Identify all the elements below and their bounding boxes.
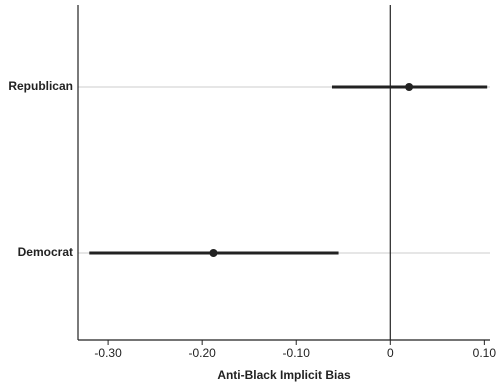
x-tick-label: -0.30	[94, 346, 122, 360]
x-axis-label: Anti-Black Implicit Bias	[217, 368, 351, 382]
y-tick-label: Republican	[8, 79, 73, 93]
x-tick-label: -0.20	[188, 346, 216, 360]
x-tick-label: -0.10	[283, 346, 311, 360]
point-estimate	[405, 83, 414, 91]
x-tick-label: 0	[387, 346, 394, 360]
y-tick-label: Democrat	[18, 245, 73, 259]
point-estimate	[209, 249, 218, 257]
x-tick-label: 0.10	[473, 346, 497, 360]
